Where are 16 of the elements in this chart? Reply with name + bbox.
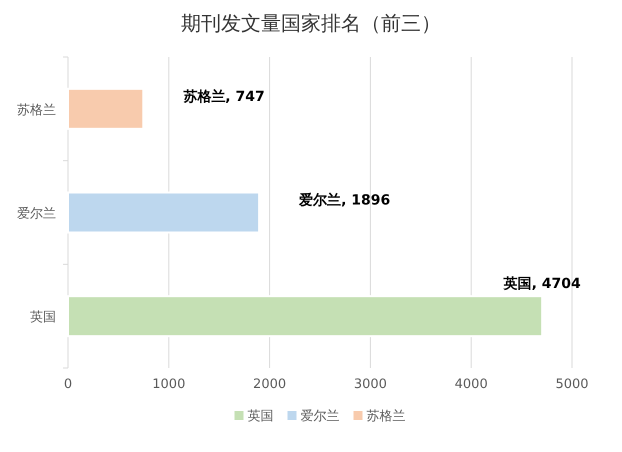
x-tick-label: 5000 <box>555 377 589 392</box>
x-tick-label: 3000 <box>354 377 387 392</box>
legend-label: 爱尔兰 <box>300 409 340 424</box>
x-tick-label: 4000 <box>454 377 488 392</box>
y-tick-label: 苏格兰 <box>17 102 56 118</box>
data-label: 英国, 4704 <box>502 276 581 292</box>
data-label: 爱尔兰, 1896 <box>298 192 390 208</box>
y-tick-label: 爱尔兰 <box>17 206 56 222</box>
y-tick-label: 英国 <box>30 310 56 326</box>
x-tick-label: 1000 <box>152 377 186 392</box>
data-label: 苏格兰, 747 <box>182 88 265 105</box>
x-tick-label: 2000 <box>253 377 286 392</box>
legend-label: 苏格兰 <box>366 409 406 424</box>
x-tick-label: 0 <box>64 377 72 392</box>
legend-label: 英国 <box>248 409 274 424</box>
chart-title: 期刊发文量国家排名（前三） <box>181 11 441 35</box>
